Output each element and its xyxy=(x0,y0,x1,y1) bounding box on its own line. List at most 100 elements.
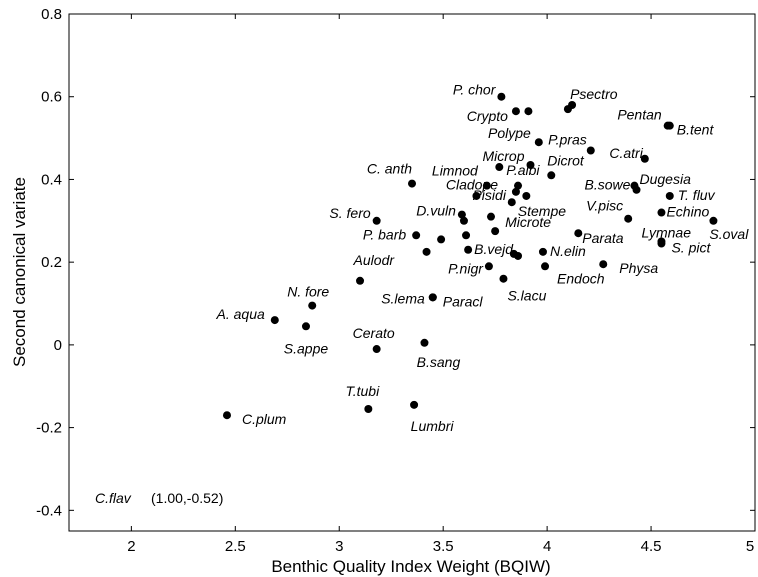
point-label: Pisidi xyxy=(472,187,506,203)
point-label: Limnod xyxy=(432,163,479,179)
data-point xyxy=(482,181,491,190)
data-point xyxy=(410,400,419,409)
data-point xyxy=(563,105,572,114)
point-label: B.sowe xyxy=(585,177,631,193)
point-label: V.pisc xyxy=(586,198,623,214)
point-label: Dugesia xyxy=(640,171,692,187)
y-axis-ticks: -0.4 -0.2 0 0.2 0.4 0.6 0.8 xyxy=(36,6,755,519)
point-labels: P. chor Psectro Crypto Pentan B.tent Polype P.… xyxy=(216,82,750,434)
point-label: S. pict xyxy=(671,240,711,256)
point-label: P.albi xyxy=(506,162,540,178)
annotation-cflav: C.flav xyxy=(95,490,132,506)
data-point xyxy=(459,216,468,225)
data-point xyxy=(464,245,473,254)
x-tick-label: 4 xyxy=(543,538,551,555)
data-points xyxy=(222,92,718,420)
point-label: C.atri xyxy=(609,145,643,161)
point-label: T. fluv xyxy=(678,187,716,203)
data-point xyxy=(308,301,317,310)
point-label: P.nigr xyxy=(448,260,484,276)
data-point xyxy=(428,293,437,302)
data-point xyxy=(514,181,523,190)
point-label: P.pras xyxy=(548,131,587,147)
point-label: S.appe xyxy=(284,340,329,356)
point-label: S.lema xyxy=(381,290,425,306)
point-label: Cladope xyxy=(446,177,498,193)
point-label: Endoch xyxy=(557,270,605,286)
data-point xyxy=(534,138,543,147)
data-point xyxy=(541,262,550,271)
data-point xyxy=(437,235,446,244)
y-tick-label: -0.4 xyxy=(36,502,62,519)
point-label: T.tubi xyxy=(345,383,380,399)
point-label: Lumbri xyxy=(411,418,455,434)
point-label: B.tent xyxy=(677,122,715,138)
point-label: S.oval xyxy=(709,226,749,242)
point-label: Stempe xyxy=(518,203,566,219)
data-point xyxy=(472,191,481,200)
data-point xyxy=(586,146,595,155)
point-label: Microte xyxy=(505,214,551,230)
y-tick-label: 0 xyxy=(54,337,62,354)
data-point xyxy=(632,185,641,194)
point-label: B.sang xyxy=(417,354,461,370)
point-label: S.lacu xyxy=(507,288,546,304)
data-point xyxy=(301,322,310,331)
data-point xyxy=(657,239,666,248)
point-label: N. fore xyxy=(287,284,329,300)
data-point xyxy=(665,191,674,200)
point-label: A. aqua xyxy=(216,306,265,322)
x-axis-ticks: 2 2.5 3 3.5 4 4.5 5 xyxy=(127,14,756,555)
x-tick-label: 3.5 xyxy=(433,538,454,555)
point-label: Lymnae xyxy=(641,224,691,240)
data-point xyxy=(486,212,495,221)
point-label: Paracl xyxy=(443,293,484,309)
data-point xyxy=(514,251,523,260)
data-point xyxy=(372,216,381,225)
data-point xyxy=(599,260,608,269)
data-point xyxy=(462,231,471,240)
data-point xyxy=(538,247,547,256)
data-point xyxy=(372,345,381,354)
data-point xyxy=(408,179,416,188)
point-label: Physa xyxy=(619,260,658,276)
data-point xyxy=(640,154,649,163)
data-point xyxy=(457,210,466,219)
point-label: C. anth xyxy=(367,161,412,177)
data-point xyxy=(497,92,506,101)
data-point xyxy=(657,208,666,217)
point-label: Echino xyxy=(666,204,709,220)
y-tick-label: 0.2 xyxy=(41,254,62,271)
point-label: D.vuln xyxy=(416,203,456,219)
data-point xyxy=(511,187,520,196)
point-label: Pentan xyxy=(617,107,662,123)
data-point xyxy=(522,191,531,200)
point-label: Microp xyxy=(482,148,524,164)
plot-area xyxy=(68,13,756,532)
y-tick-label: -0.2 xyxy=(36,420,62,437)
annotation-cflav-coords: (1.00,-0.52) xyxy=(151,490,223,506)
point-label: P. chor xyxy=(453,82,497,98)
data-point xyxy=(709,216,718,225)
point-label: Polype xyxy=(488,125,531,141)
data-point xyxy=(526,160,535,169)
data-point xyxy=(574,229,583,238)
data-point xyxy=(507,198,516,207)
data-point xyxy=(495,163,504,172)
point-label: S. fero xyxy=(329,205,370,221)
point-label: Psectro xyxy=(570,86,618,102)
point-label: N.elin xyxy=(550,243,586,259)
point-label: C.plum xyxy=(242,411,287,427)
data-point xyxy=(420,338,429,347)
data-point xyxy=(356,276,365,285)
data-point xyxy=(511,107,520,116)
data-point xyxy=(422,247,431,256)
y-axis-title: Second canonical variate xyxy=(10,177,29,367)
y-tick-label: 0.8 xyxy=(41,6,62,23)
point-label: B.vejd xyxy=(474,241,514,257)
point-label: P. barb xyxy=(363,226,407,242)
point-label: Aulodr xyxy=(353,252,396,268)
x-axis-title: Benthic Quality Index Weight (BQIW) xyxy=(271,557,550,576)
x-tick-label: 4.5 xyxy=(641,538,662,555)
y-tick-label: 0.4 xyxy=(41,171,62,188)
